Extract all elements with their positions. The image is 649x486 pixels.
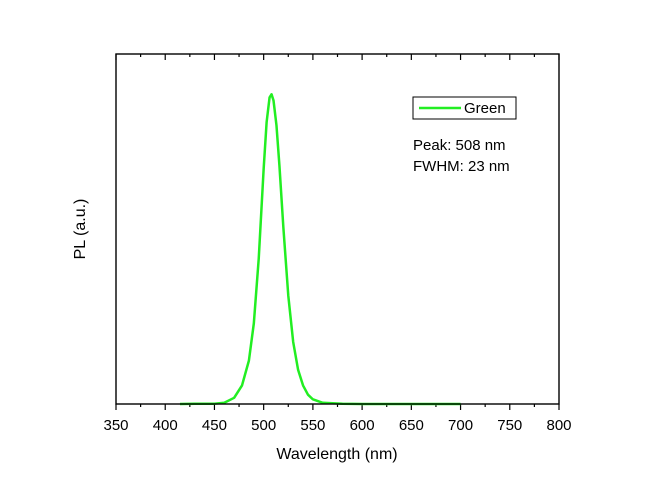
legend-box bbox=[412, 96, 517, 120]
x-tick-label: 650 bbox=[399, 417, 424, 434]
plot-frame bbox=[115, 53, 560, 405]
annotation-peak: Peak: 508 nm bbox=[413, 137, 506, 154]
legend-label-green: Green bbox=[464, 100, 506, 117]
x-tick-labels: 350 400 450 500 550 600 650 700 750 800 bbox=[103, 417, 571, 434]
x-tick-label: 600 bbox=[350, 417, 375, 434]
x-tick-label: 400 bbox=[153, 417, 178, 434]
x-tick-label: 700 bbox=[448, 417, 473, 434]
legend: Green bbox=[412, 96, 517, 120]
x-tick-label: 350 bbox=[103, 417, 128, 434]
ticks bbox=[115, 54, 560, 410]
x-tick-label: 750 bbox=[497, 417, 522, 434]
x-axis-label: Wavelength (nm) bbox=[276, 446, 397, 463]
annotation-fwhm: FWHM: 23 nm bbox=[413, 158, 510, 175]
series-line-green bbox=[179, 93, 461, 406]
x-tick-label: 550 bbox=[300, 417, 325, 434]
x-tick-label: 500 bbox=[251, 417, 276, 434]
x-tick-label: 450 bbox=[202, 417, 227, 434]
y-axis-label: PL (a.u.) bbox=[72, 199, 89, 260]
x-tick-label: 800 bbox=[546, 417, 571, 434]
